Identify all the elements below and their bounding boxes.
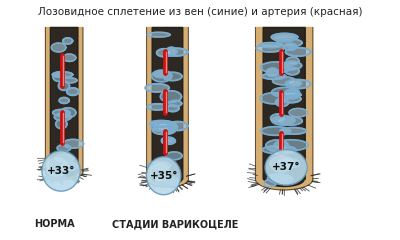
Polygon shape bbox=[162, 138, 175, 144]
Polygon shape bbox=[50, 28, 78, 177]
Polygon shape bbox=[63, 78, 77, 83]
Polygon shape bbox=[284, 43, 297, 50]
Polygon shape bbox=[286, 79, 310, 89]
Polygon shape bbox=[284, 89, 300, 99]
Polygon shape bbox=[261, 127, 290, 135]
Polygon shape bbox=[168, 122, 188, 130]
Polygon shape bbox=[62, 162, 77, 170]
Polygon shape bbox=[284, 161, 299, 168]
Polygon shape bbox=[282, 61, 302, 70]
Polygon shape bbox=[270, 114, 286, 123]
Polygon shape bbox=[53, 72, 65, 82]
Polygon shape bbox=[272, 77, 296, 85]
Polygon shape bbox=[63, 38, 72, 44]
Polygon shape bbox=[157, 121, 177, 133]
Polygon shape bbox=[272, 87, 299, 97]
Polygon shape bbox=[145, 84, 169, 92]
Polygon shape bbox=[47, 174, 65, 181]
Polygon shape bbox=[152, 70, 172, 82]
Polygon shape bbox=[167, 105, 179, 112]
Polygon shape bbox=[276, 98, 289, 106]
Polygon shape bbox=[151, 121, 169, 128]
Polygon shape bbox=[277, 92, 301, 97]
Polygon shape bbox=[56, 119, 67, 129]
Polygon shape bbox=[51, 43, 66, 52]
Polygon shape bbox=[266, 140, 288, 152]
Polygon shape bbox=[264, 179, 276, 187]
Polygon shape bbox=[63, 54, 76, 61]
Polygon shape bbox=[281, 95, 301, 103]
Polygon shape bbox=[60, 108, 76, 118]
Polygon shape bbox=[259, 42, 283, 48]
Polygon shape bbox=[147, 28, 188, 187]
Polygon shape bbox=[268, 174, 290, 183]
Polygon shape bbox=[260, 93, 288, 104]
Text: +37°: +37° bbox=[272, 162, 300, 173]
Polygon shape bbox=[285, 67, 299, 75]
Ellipse shape bbox=[42, 151, 80, 191]
Polygon shape bbox=[262, 146, 296, 154]
Polygon shape bbox=[276, 39, 302, 47]
Polygon shape bbox=[279, 159, 298, 165]
Ellipse shape bbox=[146, 157, 181, 195]
Polygon shape bbox=[148, 104, 168, 110]
Polygon shape bbox=[270, 175, 292, 184]
Polygon shape bbox=[256, 44, 284, 52]
Polygon shape bbox=[152, 126, 176, 134]
Text: СТАДИИ ВАРИКОЦЕЛЕ: СТАДИИ ВАРИКОЦЕЛЕ bbox=[112, 219, 238, 229]
Polygon shape bbox=[53, 109, 70, 116]
Polygon shape bbox=[166, 47, 176, 56]
Polygon shape bbox=[289, 108, 308, 117]
Polygon shape bbox=[155, 180, 178, 185]
Ellipse shape bbox=[150, 162, 170, 181]
Polygon shape bbox=[151, 123, 172, 131]
Polygon shape bbox=[58, 81, 70, 90]
Text: НОРМА: НОРМА bbox=[34, 219, 75, 229]
Polygon shape bbox=[271, 33, 298, 41]
Polygon shape bbox=[56, 154, 74, 162]
Polygon shape bbox=[164, 48, 188, 56]
Polygon shape bbox=[148, 162, 171, 169]
Polygon shape bbox=[45, 28, 83, 179]
Polygon shape bbox=[67, 88, 79, 95]
Polygon shape bbox=[274, 140, 308, 151]
Polygon shape bbox=[278, 117, 302, 125]
Polygon shape bbox=[154, 72, 168, 78]
Ellipse shape bbox=[46, 157, 69, 177]
Polygon shape bbox=[169, 101, 182, 107]
Text: +35°: +35° bbox=[150, 171, 178, 181]
Text: +33°: +33° bbox=[47, 166, 75, 176]
Text: Лозовидное сплетение из вен (синие) и артерия (красная): Лозовидное сплетение из вен (синие) и ар… bbox=[38, 7, 362, 17]
Polygon shape bbox=[262, 73, 286, 79]
Polygon shape bbox=[52, 72, 72, 78]
Polygon shape bbox=[57, 144, 71, 152]
Polygon shape bbox=[166, 152, 182, 160]
Polygon shape bbox=[272, 116, 295, 125]
Ellipse shape bbox=[265, 150, 307, 185]
Polygon shape bbox=[160, 91, 182, 102]
Polygon shape bbox=[288, 80, 301, 87]
Polygon shape bbox=[54, 114, 71, 121]
Polygon shape bbox=[147, 32, 170, 37]
Polygon shape bbox=[63, 139, 84, 148]
Polygon shape bbox=[266, 68, 279, 77]
Polygon shape bbox=[152, 28, 183, 185]
Polygon shape bbox=[273, 34, 295, 42]
Ellipse shape bbox=[269, 155, 294, 173]
Polygon shape bbox=[286, 57, 299, 65]
Polygon shape bbox=[156, 177, 178, 183]
Polygon shape bbox=[263, 28, 305, 186]
Polygon shape bbox=[256, 28, 313, 190]
Polygon shape bbox=[59, 97, 69, 103]
Polygon shape bbox=[162, 137, 174, 143]
Polygon shape bbox=[149, 120, 173, 126]
Polygon shape bbox=[157, 49, 172, 57]
Polygon shape bbox=[260, 62, 291, 73]
Polygon shape bbox=[286, 48, 311, 56]
Polygon shape bbox=[163, 72, 182, 81]
Polygon shape bbox=[280, 127, 306, 134]
